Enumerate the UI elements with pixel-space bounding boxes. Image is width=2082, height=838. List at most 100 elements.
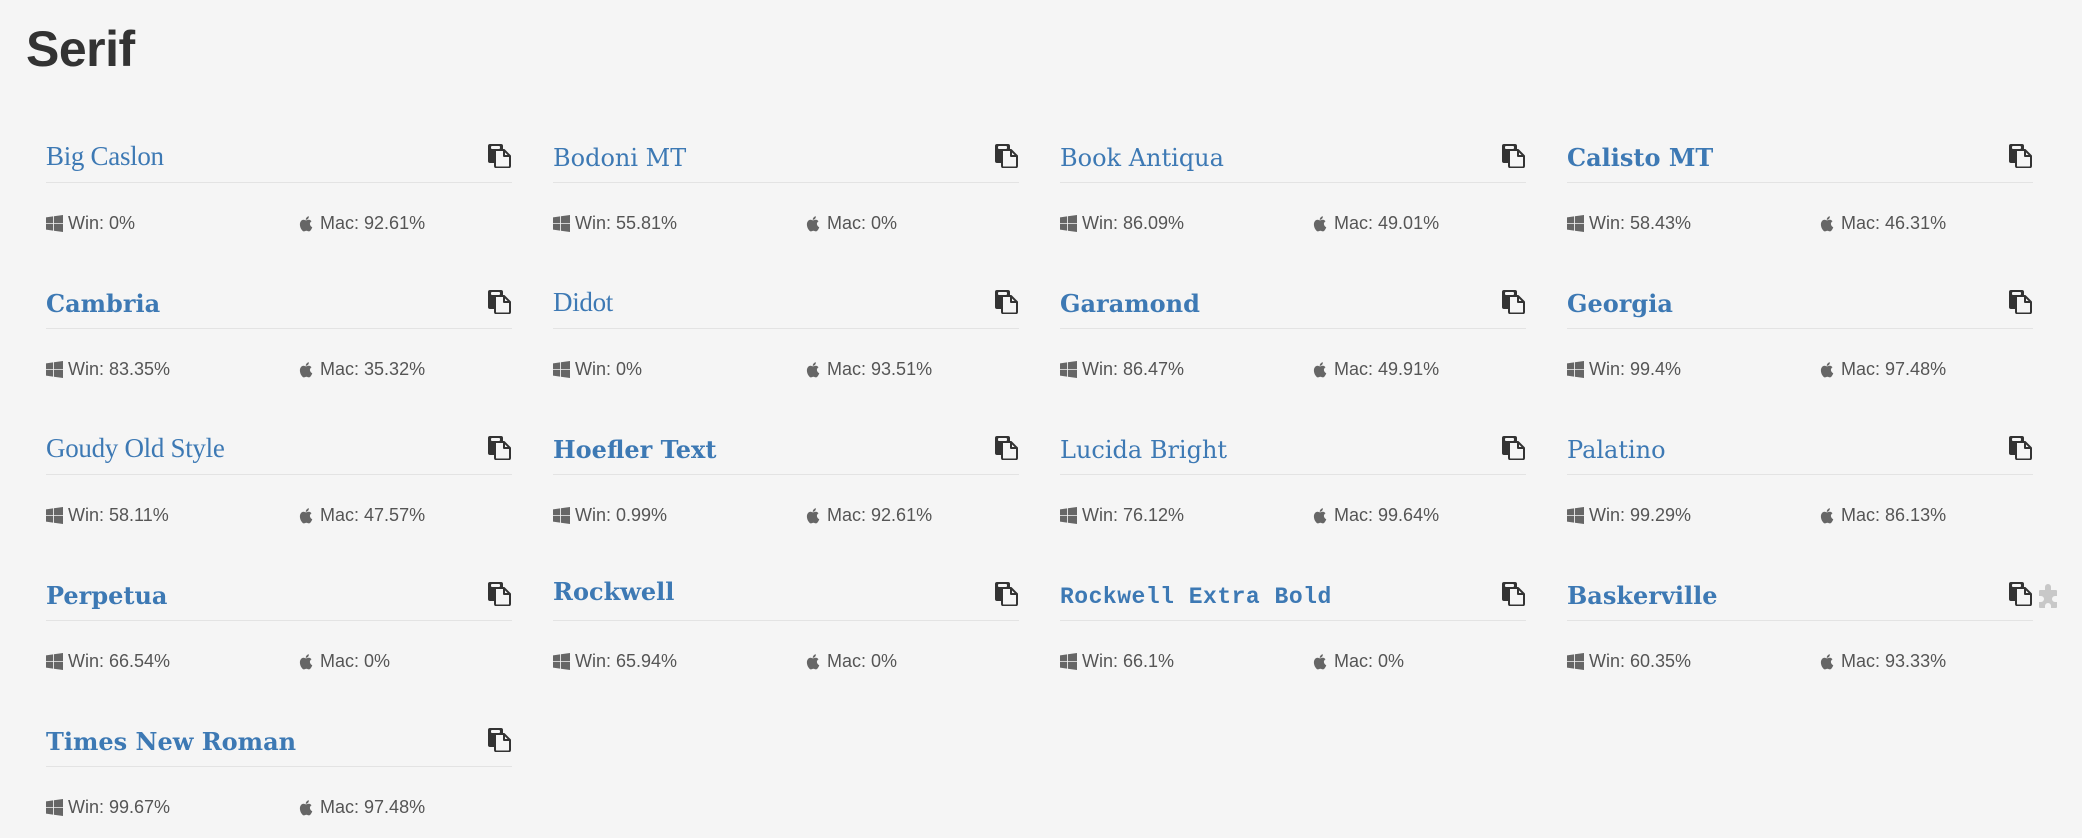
copy-icon[interactable] xyxy=(2007,580,2033,606)
windows-icon xyxy=(553,361,575,378)
apple-icon xyxy=(1819,215,1841,232)
font-name-link[interactable]: Calisto MT xyxy=(1567,143,1714,172)
font-name-link[interactable]: Book Antiqua xyxy=(1060,144,1224,172)
win-stat: Win: 99.29% xyxy=(1567,505,1691,526)
copy-icon[interactable] xyxy=(486,434,512,460)
font-name-link[interactable]: Rockwell xyxy=(553,577,675,606)
mac-label: Mac: xyxy=(320,359,360,379)
copy-icon[interactable] xyxy=(486,288,512,314)
font-name-link[interactable]: Big Caslon xyxy=(46,141,164,171)
font-name-link[interactable]: Baskerville xyxy=(1567,581,1718,610)
font-card: Goudy Old Style Win: 58.11% Mac: 47.57% xyxy=(46,418,512,564)
win-value: 0% xyxy=(109,213,136,233)
font-name-link[interactable]: Cambria xyxy=(46,289,161,318)
mac-label: Mac: xyxy=(1334,505,1374,525)
copy-icon[interactable] xyxy=(486,726,512,752)
font-name-link[interactable]: Perpetua xyxy=(46,581,168,610)
mac-label: Mac: xyxy=(320,797,360,817)
mac-stat: Mac: 49.01% xyxy=(1312,213,1439,234)
win-label: Win: xyxy=(575,505,611,525)
win-value: 99.29% xyxy=(1630,505,1692,525)
windows-icon xyxy=(46,653,68,670)
win-value: 0% xyxy=(616,359,643,379)
copy-icon[interactable] xyxy=(486,142,512,168)
mac-value: 93.51% xyxy=(871,359,933,379)
windows-icon xyxy=(1567,653,1589,670)
font-name-link[interactable]: Times New Roman xyxy=(46,727,297,756)
copy-icon[interactable] xyxy=(486,580,512,606)
copy-icon[interactable] xyxy=(2007,288,2033,314)
mac-stat: Mac: 0% xyxy=(1312,651,1404,672)
windows-icon xyxy=(1567,215,1589,232)
font-card: Calisto MT Win: 58.43% Mac: 46.31% xyxy=(1567,126,2033,272)
mac-stat: Mac: 0% xyxy=(805,213,897,234)
font-stats: Win: 0% Mac: 93.51% xyxy=(553,329,1019,389)
font-name-link[interactable]: Hoefler Text xyxy=(553,435,717,464)
font-name-link[interactable]: Goudy Old Style xyxy=(46,433,225,463)
font-name-link[interactable]: Georgia xyxy=(1567,289,1673,318)
win-stat: Win: 58.43% xyxy=(1567,213,1691,234)
font-stats: Win: 76.12% Mac: 99.64% xyxy=(1060,475,1526,535)
font-stats: Win: 0.99% Mac: 92.61% xyxy=(553,475,1019,535)
mac-label: Mac: xyxy=(320,651,360,671)
copy-icon[interactable] xyxy=(1500,434,1526,460)
mac-stat: Mac: 47.57% xyxy=(298,505,425,526)
font-name-link[interactable]: Rockwell Extra Bold xyxy=(1060,584,1332,610)
win-label: Win: xyxy=(68,651,104,671)
font-card: Baskerville Win: 60.35% Mac: 93.33% xyxy=(1567,564,2057,710)
mac-label: Mac: xyxy=(1841,359,1881,379)
font-card-header: Book Antiqua xyxy=(1060,126,1526,183)
font-name-link[interactable]: Didot xyxy=(553,287,614,317)
font-name-link[interactable]: Palatino xyxy=(1567,436,1666,464)
win-label: Win: xyxy=(1082,505,1118,525)
copy-icon[interactable] xyxy=(993,288,1019,314)
font-card: Perpetua Win: 66.54% Mac: 0% xyxy=(46,564,512,710)
mac-value: 0% xyxy=(871,651,898,671)
apple-icon xyxy=(805,653,827,670)
mac-value: 97.48% xyxy=(364,797,426,817)
win-stat: Win: 99.4% xyxy=(1567,359,1681,380)
font-name-link[interactable]: Lucida Bright xyxy=(1060,436,1228,464)
copy-icon[interactable] xyxy=(1500,142,1526,168)
font-grid: Big Caslon Win: 0% Mac: 92.61% Bodoni MT Win… xyxy=(46,126,2057,838)
copy-icon[interactable] xyxy=(993,434,1019,460)
font-stats: Win: 60.35% Mac: 93.33% xyxy=(1567,621,2033,681)
win-value: 65.94% xyxy=(616,651,678,671)
copy-icon[interactable] xyxy=(993,580,1019,606)
windows-icon xyxy=(553,215,575,232)
font-card-header: Times New Roman xyxy=(46,710,512,767)
copy-icon[interactable] xyxy=(1500,288,1526,314)
copy-icon[interactable] xyxy=(2007,434,2033,460)
copy-icon[interactable] xyxy=(993,142,1019,168)
font-card: Palatino Win: 99.29% Mac: 86.13% xyxy=(1567,418,2033,564)
win-value: 83.35% xyxy=(109,359,171,379)
mac-value: 49.91% xyxy=(1378,359,1440,379)
win-stat: Win: 66.54% xyxy=(46,651,170,672)
mac-label: Mac: xyxy=(827,213,867,233)
mac-label: Mac: xyxy=(827,651,867,671)
win-label: Win: xyxy=(1589,651,1625,671)
copy-icon[interactable] xyxy=(2007,142,2033,168)
mac-stat: Mac: 46.31% xyxy=(1819,213,1946,234)
win-value: 60.35% xyxy=(1630,651,1692,671)
apple-icon xyxy=(298,215,320,232)
apple-icon xyxy=(298,799,320,816)
mac-value: 35.32% xyxy=(364,359,426,379)
win-value: 66.54% xyxy=(109,651,171,671)
font-name-link[interactable]: Bodoni MT xyxy=(553,144,687,172)
windows-icon xyxy=(1060,361,1082,378)
apple-icon xyxy=(1819,653,1841,670)
win-label: Win: xyxy=(1082,213,1118,233)
mac-stat: Mac: 92.61% xyxy=(298,213,425,234)
font-card: Rockwell Win: 65.94% Mac: 0% xyxy=(553,564,1019,710)
font-stats: Win: 66.54% Mac: 0% xyxy=(46,621,512,681)
puzzle-icon[interactable] xyxy=(2035,584,2061,610)
windows-icon xyxy=(46,361,68,378)
font-stats: Win: 55.81% Mac: 0% xyxy=(553,183,1019,243)
mac-value: 92.61% xyxy=(364,213,426,233)
font-name-link[interactable]: Garamond xyxy=(1060,289,1200,318)
font-card-header: Palatino xyxy=(1567,418,2033,475)
copy-icon[interactable] xyxy=(1500,580,1526,606)
win-stat: Win: 86.09% xyxy=(1060,213,1184,234)
font-card: Hoefler Text Win: 0.99% Mac: 92.61% xyxy=(553,418,1019,564)
